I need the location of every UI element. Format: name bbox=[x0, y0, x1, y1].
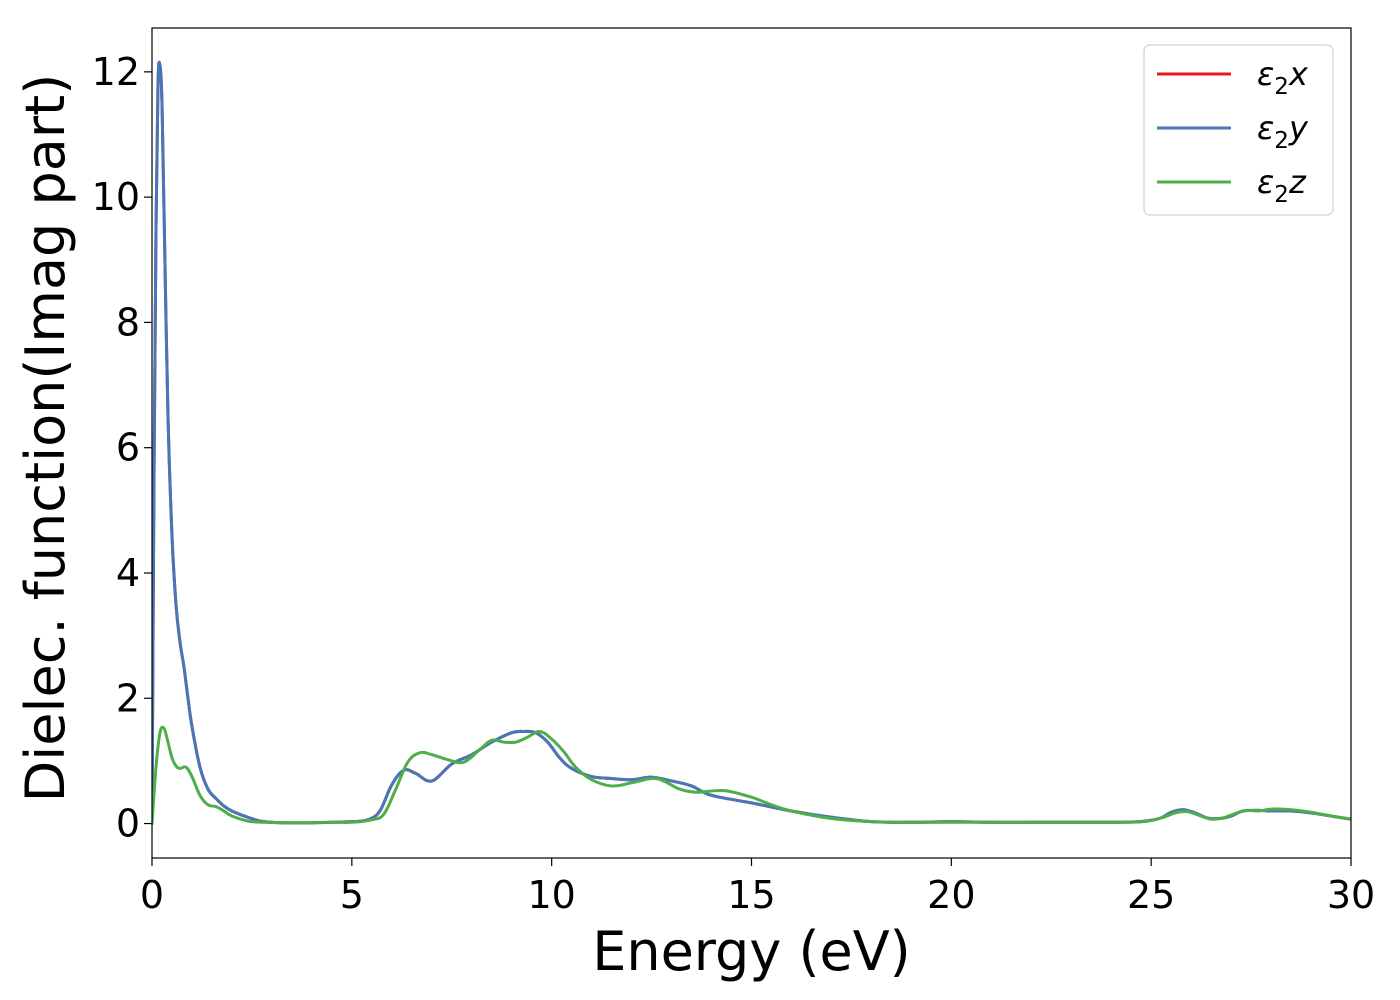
legend-label-x: ε2x bbox=[1257, 55, 1309, 100]
y-axis-title: Dielec. function(Imag part) bbox=[14, 74, 77, 803]
x-axis-title: Energy (eV) bbox=[592, 920, 911, 983]
y-tick-label: 10 bbox=[92, 175, 140, 219]
x-tick-label: 25 bbox=[1127, 873, 1175, 917]
y-tick-label: 6 bbox=[116, 426, 140, 470]
series-group bbox=[152, 60, 1351, 826]
legend-label-z: ε2z bbox=[1257, 163, 1307, 208]
legend-axis-letter: z bbox=[1288, 163, 1307, 201]
legend-axis-letter: y bbox=[1288, 109, 1309, 147]
y-axis: 0 2 4 6 8 10 12 bbox=[92, 50, 152, 846]
y-tick-label: 4 bbox=[116, 551, 140, 595]
legend-epsilon: ε bbox=[1257, 163, 1274, 201]
series-line-y bbox=[152, 60, 1351, 826]
x-axis: 0 5 10 15 20 25 30 bbox=[140, 858, 1375, 917]
y-tick-label: 0 bbox=[116, 802, 140, 846]
x-tick-label: 20 bbox=[927, 873, 975, 917]
y-tick-label: 8 bbox=[116, 300, 140, 344]
x-tick-label: 30 bbox=[1327, 873, 1375, 917]
y-tick-label: 12 bbox=[92, 50, 140, 94]
legend-label-y: ε2y bbox=[1257, 109, 1309, 154]
legend-subscript: 2 bbox=[1274, 128, 1289, 154]
legend-box bbox=[1143, 44, 1334, 216]
plot-area bbox=[151, 27, 1352, 859]
series-line-z bbox=[152, 725, 1351, 826]
x-tick-label: 5 bbox=[340, 873, 364, 917]
legend-axis-letter: x bbox=[1288, 55, 1309, 93]
legend-subscript: 2 bbox=[1274, 182, 1289, 208]
legend-subscript: 2 bbox=[1274, 74, 1289, 100]
legend-epsilon: ε bbox=[1257, 55, 1274, 93]
x-tick-label: 0 bbox=[140, 873, 164, 917]
x-tick-label: 15 bbox=[727, 873, 775, 917]
legend-epsilon: ε bbox=[1257, 109, 1274, 147]
x-tick-label: 10 bbox=[527, 873, 575, 917]
y-tick-label: 2 bbox=[116, 676, 140, 720]
